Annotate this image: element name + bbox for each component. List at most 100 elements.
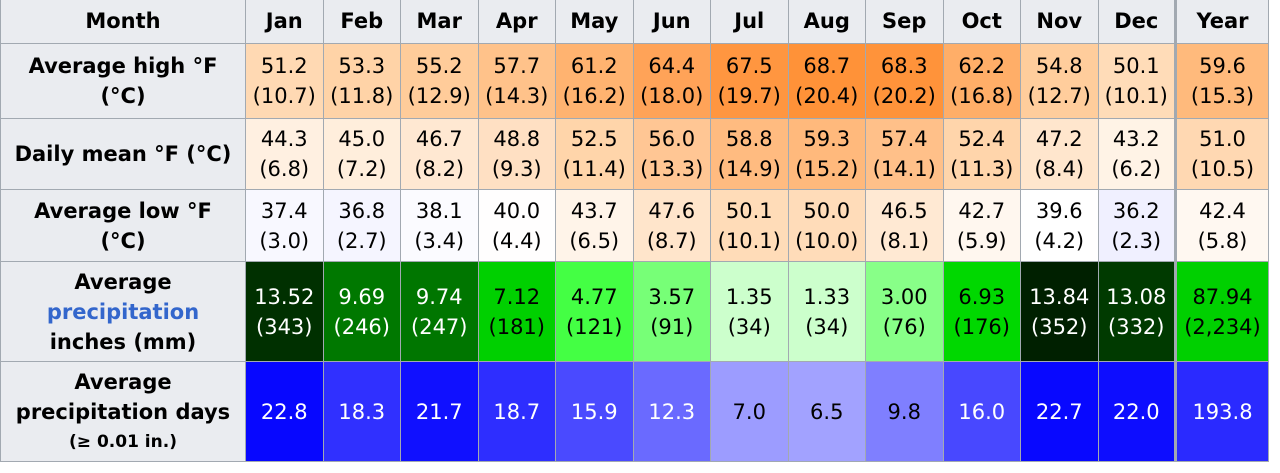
cell-value-metric: (176) [953, 314, 1010, 339]
cell-value-metric: (10.1) [717, 228, 781, 253]
cell-value: 50.1 [1112, 54, 1160, 78]
data-cell: 3.57 (91) [632, 261, 711, 362]
cell-value: 6.93 [958, 284, 1006, 309]
row-label-line: (°C) [100, 84, 146, 108]
data-cell: 37.4 (3.0) [245, 189, 324, 262]
cell-value-metric: (8.2) [414, 157, 465, 181]
cell-value-metric: (19.7) [717, 84, 781, 108]
cell-value: 55.2 [415, 54, 463, 78]
data-cell: 13.52 (343) [245, 261, 324, 362]
row-label-line: (≥ 0.01 in.) [69, 431, 177, 452]
cell-value-metric: (4.2) [1034, 228, 1085, 253]
cell-value: 64.4 [648, 54, 696, 78]
data-cell: 57.7 (14.3) [477, 43, 556, 119]
cell-value: 42.4 [1199, 198, 1246, 223]
cell-value: 44.3 [260, 127, 308, 151]
cell-value-metric: (9.3) [491, 157, 542, 181]
cell-value: 52.5 [570, 127, 618, 151]
data-cell: 12.3 [632, 361, 711, 462]
row-label-line: Average high °F [28, 54, 218, 78]
data-cell: 50.1 (10.1) [1097, 43, 1176, 119]
cell-value-metric: (8.1) [879, 228, 930, 253]
cell-value-metric: (6.8) [259, 157, 310, 181]
cell-value: 16.0 [958, 399, 1006, 424]
data-cell: 43.7 (6.5) [555, 189, 634, 262]
data-cell: 38.1 (3.4) [400, 189, 479, 262]
cell-value: 18.3 [338, 399, 386, 424]
data-cell: 18.3 [322, 361, 401, 462]
data-cell: 55.2 (12.9) [400, 43, 479, 119]
cell-value-metric: (332) [1108, 314, 1165, 339]
row-label: Average precipitation inches (mm) [0, 261, 246, 362]
data-cell: 59.3 (15.2) [787, 118, 866, 190]
row-label: Daily mean °F (°C) [0, 118, 246, 190]
cell-value: 13.08 [1106, 284, 1167, 309]
cell-value-metric: (2.3) [1111, 228, 1162, 253]
row-label: Average low °F (°C) [0, 189, 246, 262]
header-cell: Oct [942, 0, 1021, 44]
row-label-line: (°C) [100, 228, 146, 253]
cell-value-metric: (15.2) [795, 157, 859, 181]
data-cell: 57.4 (14.1) [865, 118, 944, 190]
cell-value-metric: (8.4) [1034, 157, 1085, 181]
cell-value: 40.0 [493, 198, 541, 223]
data-cell: 193.8 [1174, 361, 1269, 462]
cell-value: 39.6 [1035, 198, 1083, 223]
data-cell: 68.7 (20.4) [787, 43, 866, 119]
header-cell: Jul [710, 0, 789, 44]
cell-value-metric: (16.2) [562, 84, 626, 108]
cell-value: 42.7 [958, 198, 1006, 223]
cell-value: 22.7 [1035, 399, 1083, 424]
table-row: Average low °F (°C) 37.4 (3.0) 36.8 (2.7) 38.1… [0, 189, 1269, 262]
cell-value-metric: (76) [882, 314, 926, 339]
data-cell: 54.8 (12.7) [1020, 43, 1099, 119]
data-cell: 56.0 (13.3) [632, 118, 711, 190]
cell-value: 13.52 [254, 284, 315, 309]
header-cell: Feb [322, 0, 401, 44]
cell-value-metric: (10.5) [1190, 157, 1255, 181]
cell-value-metric: (16.8) [950, 84, 1014, 108]
cell-value: 68.7 [803, 54, 851, 78]
cell-value: 21.7 [415, 399, 463, 424]
data-cell: 21.7 [400, 361, 479, 462]
header-cell: Dec [1097, 0, 1176, 44]
cell-value: 51.0 [1199, 127, 1246, 151]
cell-value-metric: (12.9) [407, 84, 471, 108]
cell-value: 9.8 [887, 399, 921, 424]
cell-value: 193.8 [1192, 399, 1253, 424]
row-label-line: inches (mm) [49, 329, 197, 354]
cell-value-metric: (121) [566, 314, 623, 339]
cell-value: 62.2 [958, 54, 1006, 78]
cell-value-metric: (18.0) [640, 84, 704, 108]
data-cell: 47.2 (8.4) [1020, 118, 1099, 190]
cell-value: 38.1 [415, 198, 463, 223]
cell-value-metric: (247) [411, 314, 468, 339]
header-cell: Sep [865, 0, 944, 44]
cell-value-metric: (6.2) [1111, 157, 1162, 181]
cell-value-metric: (10.0) [795, 228, 859, 253]
cell-value: 12.3 [648, 399, 696, 424]
cell-value-metric: (5.8) [1197, 228, 1248, 253]
cell-value: 56.0 [648, 127, 696, 151]
data-cell: 1.33 (34) [787, 261, 866, 362]
cell-value-metric: (91) [650, 314, 694, 339]
cell-value: 6.5 [810, 399, 844, 424]
cell-value-metric: (343) [256, 314, 313, 339]
row-label-line: precipitation [46, 299, 200, 324]
data-cell: 45.0 (7.2) [322, 118, 401, 190]
data-cell: 58.8 (14.9) [710, 118, 789, 190]
data-cell: 40.0 (4.4) [477, 189, 556, 262]
cell-value: 22.0 [1112, 399, 1160, 424]
data-cell: 47.6 (8.7) [632, 189, 711, 262]
climate-table: Month Jan Feb Mar Apr May Jun Jul Aug Sep Oct Nov De… [0, 0, 1269, 462]
cell-value: 48.8 [493, 127, 541, 151]
table-row: Daily mean °F (°C) 44.3 (6.8) 45.0 (7.2) 46.7… [0, 118, 1269, 190]
cell-value: 1.35 [725, 284, 773, 309]
cell-value-metric: (11.4) [562, 157, 626, 181]
cell-value: 54.8 [1035, 54, 1083, 78]
data-cell: 46.7 (8.2) [400, 118, 479, 190]
data-cell: 48.8 (9.3) [477, 118, 556, 190]
cell-value: 7.0 [732, 399, 766, 424]
data-cell: 22.8 [245, 361, 324, 462]
cell-value-metric: (14.3) [485, 84, 549, 108]
